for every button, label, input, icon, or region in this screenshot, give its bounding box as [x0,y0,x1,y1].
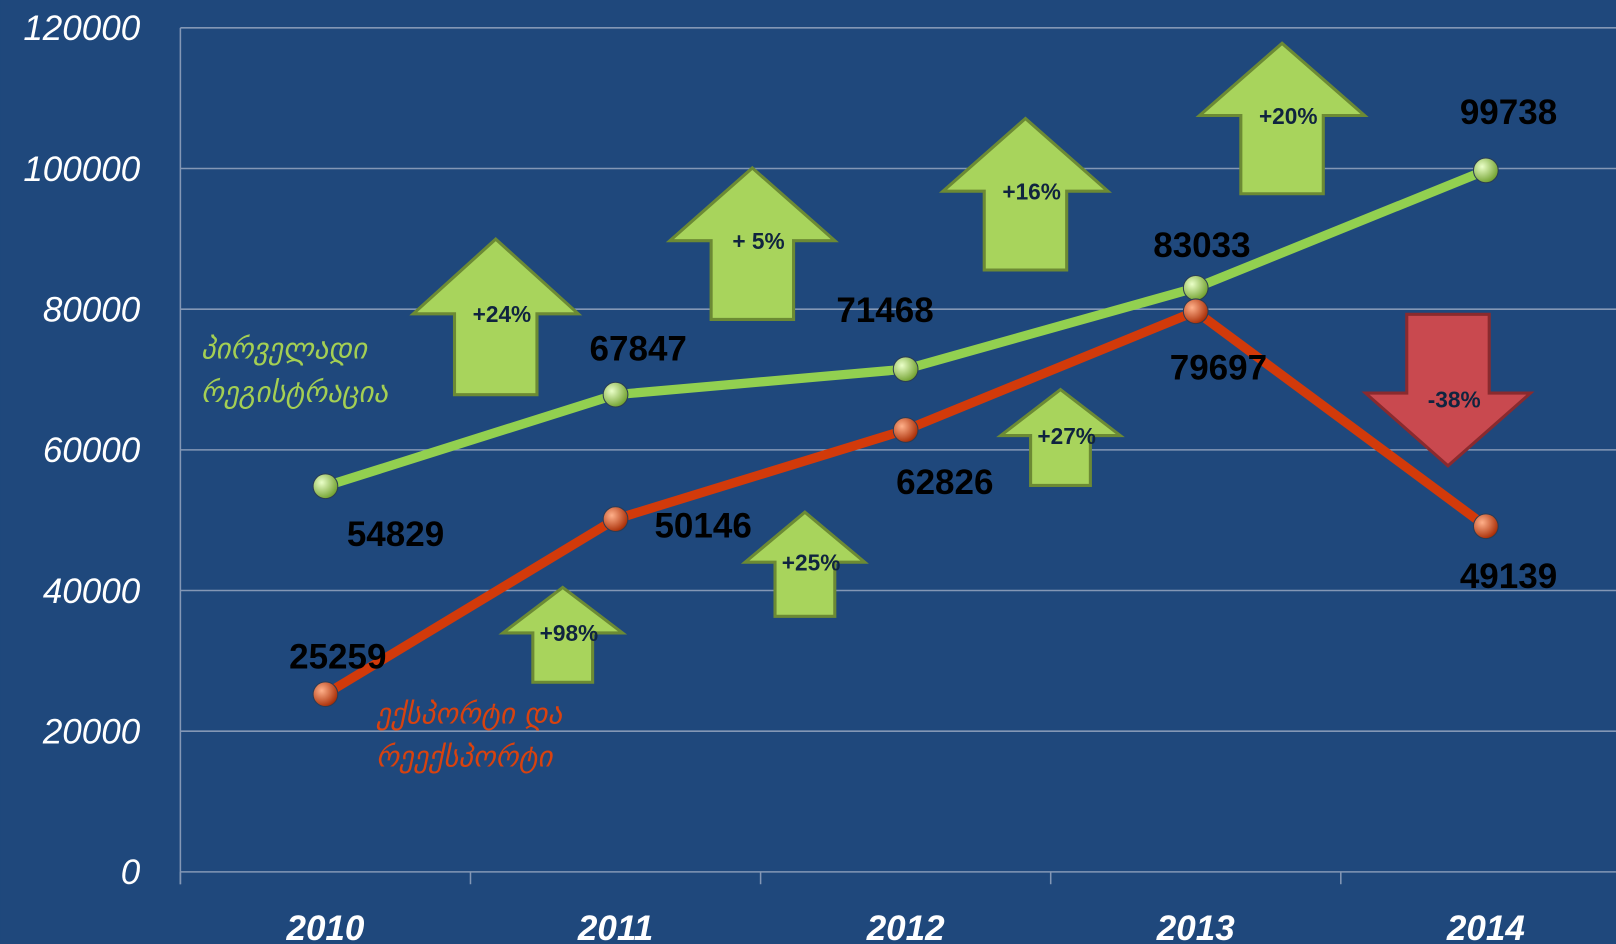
arrow [1361,312,1535,468]
series-name: ექსპორტი და რეექსპორტი [376,696,563,774]
y-tick-label: 20000 [42,713,141,752]
data-label: 50146 [654,507,751,546]
point [892,356,919,383]
arrow [665,165,839,322]
data-label: 49139 [1460,557,1557,596]
y-tick-label: 40000 [43,572,141,611]
y-tick-label: 0 [121,853,141,892]
data-label: 71468 [836,291,933,330]
point [602,506,629,533]
arrow [1195,41,1369,196]
point [1472,513,1499,540]
data-label: 83033 [1153,226,1250,265]
data-label: 79697 [1170,348,1267,387]
data-label: 99738 [1460,93,1557,132]
y-tick-label: 80000 [43,291,141,330]
arrow [996,387,1125,487]
x-tick-label: 2014 [1446,909,1525,944]
arrow-label: +25% [782,549,841,575]
data-label: 62826 [896,463,993,502]
arrow-label: +24% [473,301,532,327]
arrow-label: +16% [1002,178,1061,204]
arrow-label: +98% [540,620,599,646]
point [1472,157,1499,184]
series-label: ექსპორტი და რეექსპორტი [376,696,563,774]
point [1182,274,1209,301]
data-label: 54829 [347,515,444,554]
x-tick-label: 2010 [285,909,364,944]
x-tick-label: 2013 [1156,909,1235,944]
arrow [498,585,628,684]
y-tick-label: 60000 [43,431,141,470]
y-tick-label: 100000 [23,150,140,189]
arrow [938,116,1112,272]
point [602,381,629,408]
point [892,417,919,443]
arrow-label: +27% [1037,423,1096,449]
point [312,681,339,708]
series-label: პირველადი რეგისტრაცია [200,331,388,410]
data-label: 25259 [289,637,386,676]
point [312,473,339,500]
x-tick-label: 2011 [577,909,653,944]
arrow-label: + 5% [732,228,784,254]
point [1182,298,1209,325]
arrow [409,237,583,397]
arrow-label: +20% [1259,103,1318,129]
arrow [740,510,869,618]
x-tick-label: 2012 [866,909,945,944]
y-tick-label: 120000 [23,9,140,48]
data-label: 67847 [590,330,687,369]
series-name: პირველადი რეგისტრაცია [200,331,388,410]
arrow-label: -38% [1428,387,1481,413]
